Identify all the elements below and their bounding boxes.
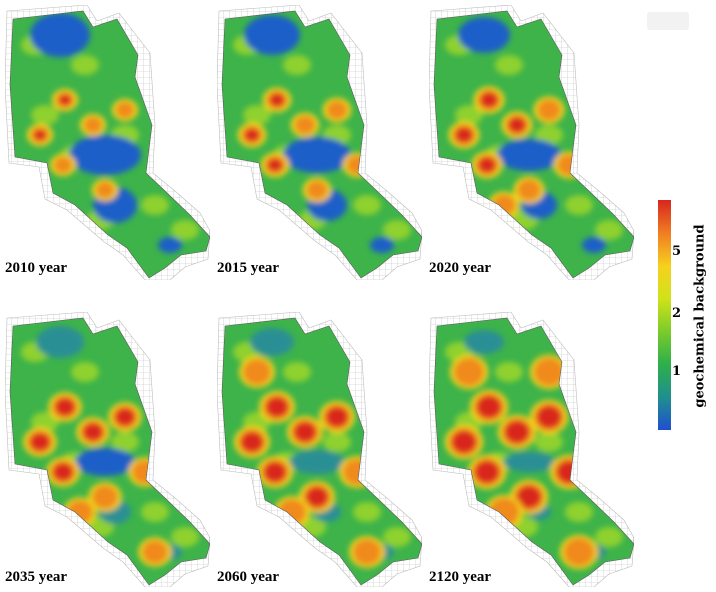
heatmap-2010	[5, 5, 210, 280]
map-panel-2015: 2015 year	[217, 5, 422, 280]
map-panel-2035: 2035 year	[5, 312, 210, 587]
panel-label-2010: 2010 year	[5, 260, 68, 276]
panel-label-2015: 2015 year	[217, 260, 280, 276]
heatmap-2035	[5, 312, 210, 587]
legend-tick-1: 1	[672, 364, 682, 379]
legend-tick-2: 2	[672, 306, 682, 321]
heatmap-2120	[429, 312, 634, 587]
heatmap-2015	[217, 5, 422, 280]
map-panel-2120: 2120 year	[429, 312, 634, 587]
panel-label-2060: 2060 year	[217, 569, 280, 585]
colorbar	[658, 200, 671, 430]
panel-label-2120: 2120 year	[429, 569, 492, 585]
legend-title: geochemical background	[692, 224, 708, 408]
panel-label-2020: 2020 year	[429, 260, 492, 276]
heatmap-2020	[429, 5, 634, 280]
map-panel-2010: 2010 year	[5, 5, 210, 280]
heatmap-2060	[217, 312, 422, 587]
map-panel-2060: 2060 year	[217, 312, 422, 587]
map-panel-2020: 2020 year	[429, 5, 634, 280]
legend-tick-5: 5	[672, 244, 682, 259]
panel-label-2035: 2035 year	[5, 569, 68, 585]
page-indicator-badge	[647, 12, 689, 30]
color-legend: 5 2 1 geochemical background	[650, 196, 716, 436]
